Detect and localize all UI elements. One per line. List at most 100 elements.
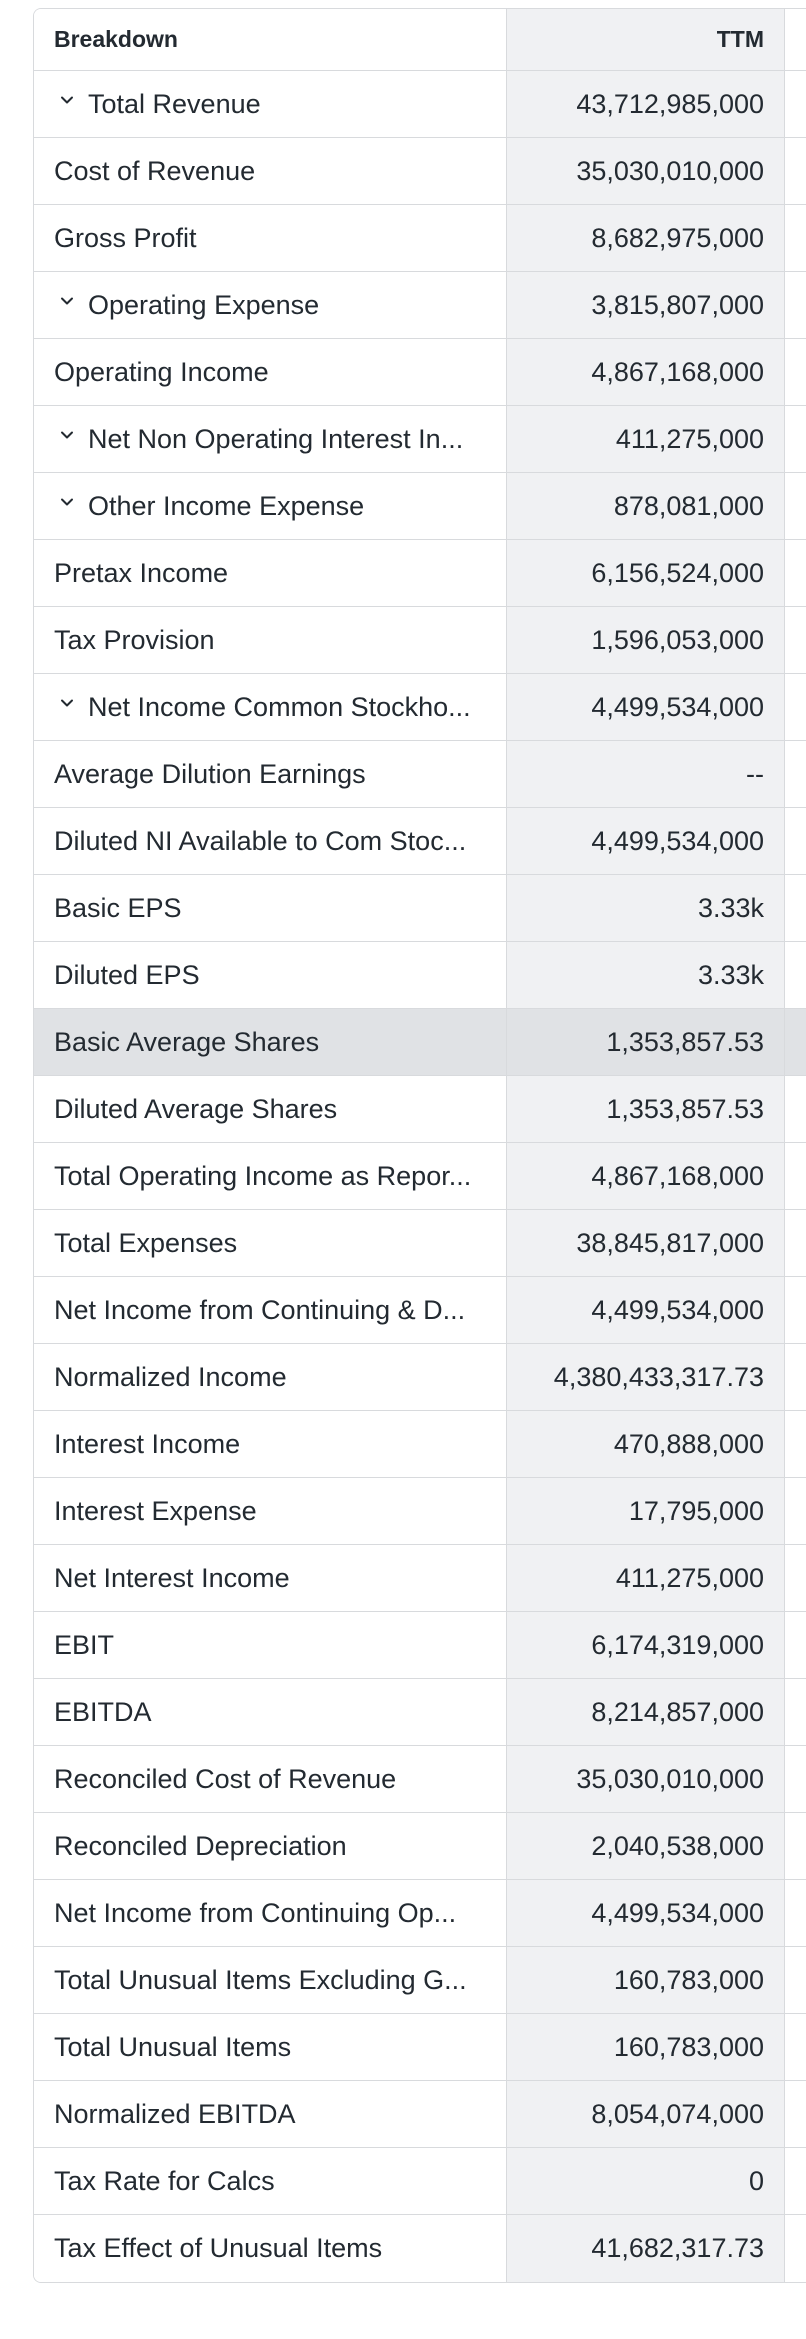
- row-value: 4,867,168,000: [507, 1143, 785, 1209]
- table-row: Cost of Revenue 35,030,010,000: [34, 138, 806, 205]
- row-value: 8,054,074,000: [507, 2081, 785, 2147]
- chevron-down-icon[interactable]: [60, 428, 74, 442]
- row-label-cell: Interest Expense: [34, 1478, 507, 1544]
- row-label-cell: Total Expenses: [34, 1210, 507, 1276]
- next-column-edge: [785, 808, 806, 874]
- table-row: Diluted NI Available to Com Stoc... 4,499…: [34, 808, 806, 875]
- next-column-edge: [785, 607, 806, 673]
- row-label-cell: Cost of Revenue: [34, 138, 507, 204]
- next-column-edge: [785, 138, 806, 204]
- row-label: Net Income Common Stockho...: [88, 691, 471, 722]
- row-value: 4,499,534,000: [507, 808, 785, 874]
- row-label-cell: Gross Profit: [34, 205, 507, 271]
- row-label-cell: Net Income from Continuing & D...: [34, 1277, 507, 1343]
- row-label-cell[interactable]: Net Non Operating Interest In...: [34, 406, 507, 472]
- next-column-edge: [785, 1210, 806, 1276]
- table-row: Total Unusual Items Excluding G... 160,78…: [34, 1947, 806, 2014]
- row-label: EBIT: [54, 1629, 115, 1660]
- row-label-cell: Total Unusual Items: [34, 2014, 507, 2080]
- row-label: Tax Rate for Calcs: [54, 2165, 275, 2196]
- next-column-edge: [785, 2081, 806, 2147]
- row-label: Normalized Income: [54, 1361, 287, 1392]
- row-value: 0: [507, 2148, 785, 2214]
- row-value: 3,815,807,000: [507, 272, 785, 338]
- row-label-cell: Total Unusual Items Excluding G...: [34, 1947, 507, 2013]
- table-row[interactable]: Other Income Expense 878,081,000: [34, 473, 806, 540]
- row-label-cell: Tax Effect of Unusual Items: [34, 2215, 507, 2282]
- row-label-cell[interactable]: Other Income Expense: [34, 473, 507, 539]
- row-label: Diluted Average Shares: [54, 1093, 338, 1124]
- table-row: Diluted EPS 3.33k: [34, 942, 806, 1009]
- next-column-edge: [785, 71, 806, 137]
- table-row: Tax Provision 1,596,053,000: [34, 607, 806, 674]
- row-value: 160,783,000: [507, 1947, 785, 2013]
- row-label: Net Income from Continuing Op...: [54, 1897, 457, 1928]
- table-row: Reconciled Depreciation 2,040,538,000: [34, 1813, 806, 1880]
- table-row: Interest Expense 17,795,000: [34, 1478, 806, 1545]
- row-label-cell: Net Income from Continuing Op...: [34, 1880, 507, 1946]
- row-label-cell: Basic EPS: [34, 875, 507, 941]
- row-label: Total Unusual Items: [54, 2031, 292, 2062]
- row-label-cell[interactable]: Net Income Common Stockho...: [34, 674, 507, 740]
- row-label-cell: Pretax Income: [34, 540, 507, 606]
- next-column-edge: [785, 272, 806, 338]
- row-label: Total Unusual Items Excluding G...: [54, 1964, 467, 1995]
- row-label-cell: Tax Rate for Calcs: [34, 2148, 507, 2214]
- row-value: 470,888,000: [507, 1411, 785, 1477]
- table-row[interactable]: Net Income Common Stockho... 4,499,534,00…: [34, 674, 806, 741]
- row-value: --: [507, 741, 785, 807]
- row-label-cell[interactable]: Operating Expense: [34, 272, 507, 338]
- row-label-cell[interactable]: Total Revenue: [34, 71, 507, 137]
- row-label-cell: Average Dilution Earnings: [34, 741, 507, 807]
- row-value: 43,712,985,000: [507, 71, 785, 137]
- table-row: EBITDA 8,214,857,000: [34, 1679, 806, 1746]
- row-label: Other Income Expense: [88, 490, 365, 521]
- table-row[interactable]: Net Non Operating Interest In... 411,275,…: [34, 406, 806, 473]
- row-label-cell: EBITDA: [34, 1679, 507, 1745]
- next-column-edge: [785, 1545, 806, 1611]
- chevron-down-icon[interactable]: [60, 294, 74, 308]
- row-value: 4,499,534,000: [507, 1277, 785, 1343]
- table-row: Average Dilution Earnings --: [34, 741, 806, 808]
- row-label-cell: Operating Income: [34, 339, 507, 405]
- chevron-down-icon[interactable]: [60, 696, 74, 710]
- table-row: Pretax Income 6,156,524,000: [34, 540, 806, 607]
- row-value: 3.33k: [507, 875, 785, 941]
- table-row: Gross Profit 8,682,975,000: [34, 205, 806, 272]
- next-column-edge: [785, 1277, 806, 1343]
- row-value: 6,156,524,000: [507, 540, 785, 606]
- row-value: 35,030,010,000: [507, 138, 785, 204]
- row-label: Net Non Operating Interest In...: [88, 423, 464, 454]
- next-column-edge: [785, 674, 806, 740]
- table-row: Normalized Income 4,380,433,317.73: [34, 1344, 806, 1411]
- row-label: Basic Average Shares: [54, 1026, 320, 1057]
- table-row: Basic Average Shares 1,353,857.53: [34, 1009, 806, 1076]
- row-value: 1,596,053,000: [507, 607, 785, 673]
- row-label: Reconciled Depreciation: [54, 1830, 347, 1861]
- row-label: Total Expenses: [54, 1227, 238, 1258]
- row-label: Operating Income: [54, 356, 269, 387]
- next-column-edge: [785, 1411, 806, 1477]
- row-label: EBITDA: [54, 1696, 152, 1727]
- table-row: Net Income from Continuing Op... 4,499,53…: [34, 1880, 806, 1947]
- row-label-cell: Reconciled Cost of Revenue: [34, 1746, 507, 1812]
- table-row[interactable]: Operating Expense 3,815,807,000: [34, 272, 806, 339]
- row-label: Basic EPS: [54, 892, 182, 923]
- row-label-cell: EBIT: [34, 1612, 507, 1678]
- table-row[interactable]: Total Revenue 43,712,985,000: [34, 71, 806, 138]
- next-column-edge: [785, 1344, 806, 1410]
- table-row: Diluted Average Shares 1,353,857.53: [34, 1076, 806, 1143]
- row-label-cell: Diluted EPS: [34, 942, 507, 1008]
- ttm-header[interactable]: TTM: [507, 9, 785, 70]
- next-column-edge: [785, 1009, 806, 1075]
- row-label: Operating Expense: [88, 289, 320, 320]
- table-row: Tax Effect of Unusual Items 41,682,317.73: [34, 2215, 806, 2282]
- table-row: Total Expenses 38,845,817,000: [34, 1210, 806, 1277]
- row-value: 4,867,168,000: [507, 339, 785, 405]
- chevron-down-icon[interactable]: [60, 93, 74, 107]
- row-value: 38,845,817,000: [507, 1210, 785, 1276]
- table-row: EBIT 6,174,319,000: [34, 1612, 806, 1679]
- row-value: 8,214,857,000: [507, 1679, 785, 1745]
- income-statement-table: Breakdown TTM Total Revenue 43,712,985,00…: [33, 8, 806, 2283]
- chevron-down-icon[interactable]: [60, 495, 74, 509]
